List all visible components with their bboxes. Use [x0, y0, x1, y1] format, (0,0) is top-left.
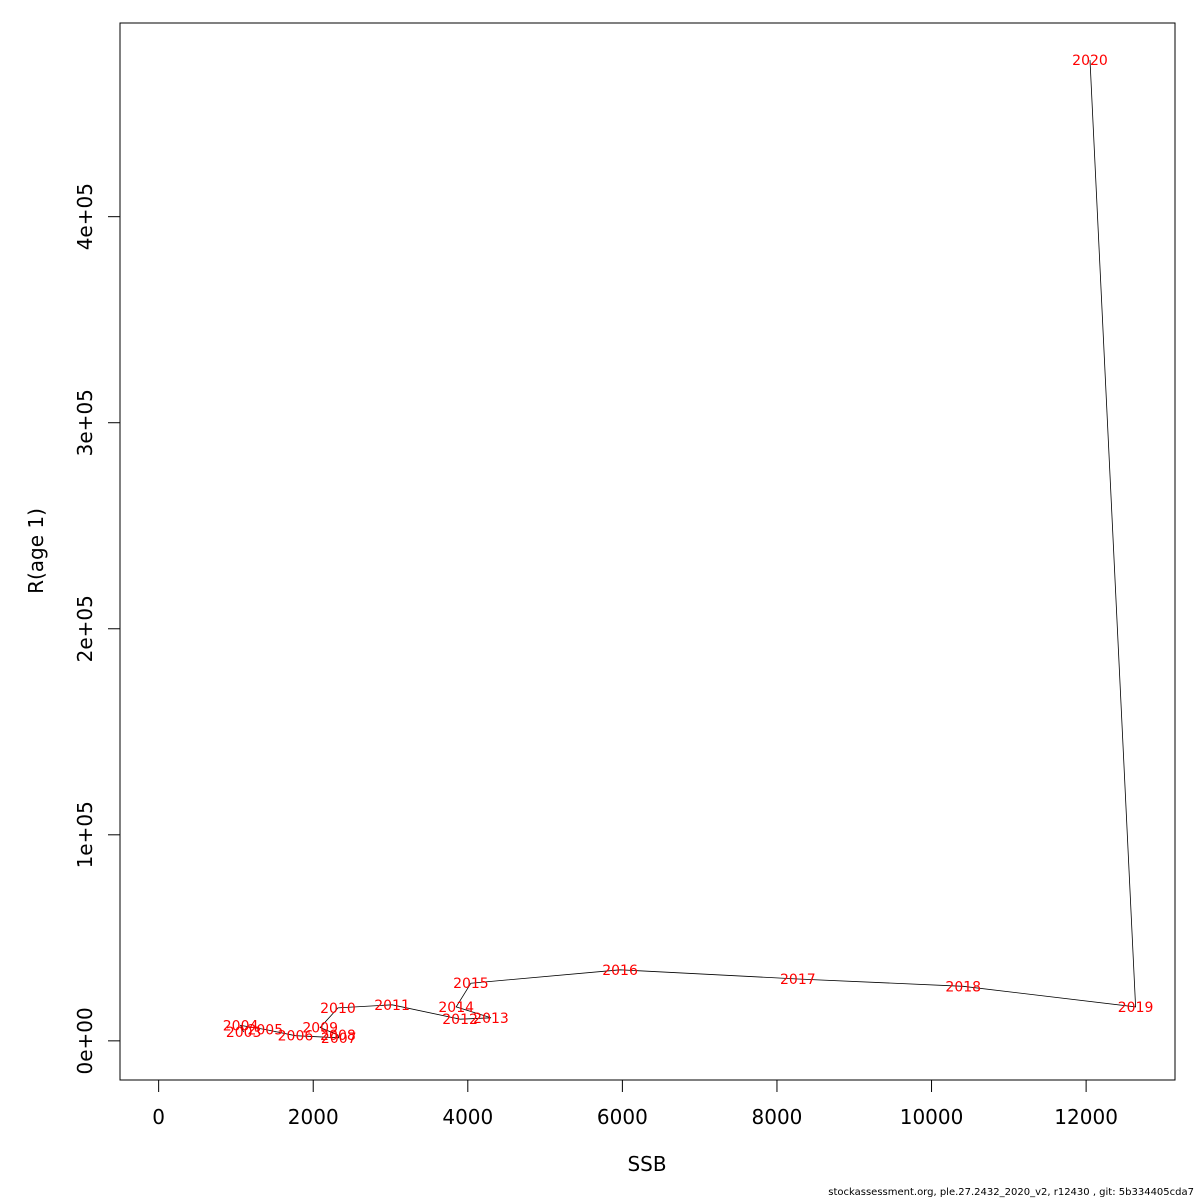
y-tick-label: 1e+05	[73, 801, 97, 868]
x-axis-label: SSB	[627, 1152, 666, 1176]
point-label-2007: 2007	[321, 1031, 357, 1047]
point-label-2019: 2019	[1118, 1000, 1154, 1016]
point-label-2005: 2005	[247, 1023, 283, 1039]
point-label-2004: 2004	[223, 1018, 259, 1034]
plot-frame	[119, 22, 1176, 1081]
footer-note: stockassessment.org, ple.27.2432_2020_v2…	[828, 1187, 1194, 1198]
x-tick-label: 10000	[900, 1105, 964, 1129]
x-tick-label: 12000	[1054, 1105, 1118, 1129]
x-tick-label: 2000	[288, 1105, 339, 1129]
y-tick-label: 3e+05	[73, 389, 97, 456]
series-line	[239, 60, 1137, 1039]
y-tick-label: 2e+05	[73, 595, 97, 662]
point-label-2011: 2011	[374, 998, 410, 1014]
x-tick-label: 4000	[442, 1105, 493, 1129]
point-label-2010: 2010	[320, 1001, 356, 1017]
y-tick-label: 4e+05	[73, 183, 97, 250]
point-label-2006: 2006	[278, 1029, 314, 1045]
point-label-2013: 2013	[473, 1011, 509, 1027]
point-label-2003: 2003	[226, 1025, 262, 1041]
y-tick-label: 0e+00	[73, 1007, 97, 1074]
x-tick-label: 0	[152, 1105, 165, 1129]
point-label-2014: 2014	[438, 1000, 474, 1016]
point-label-2008: 2008	[320, 1028, 356, 1044]
point-label-2020: 2020	[1072, 53, 1108, 69]
x-axis: 0 2000 4000 6000 8000 10000 12000	[152, 1079, 1118, 1129]
point-label-2016: 2016	[602, 963, 638, 979]
x-tick-label: 8000	[752, 1105, 803, 1129]
y-axis-label: R(age 1)	[24, 508, 48, 594]
point-label-2012: 2012	[442, 1012, 478, 1028]
point-label-2015: 2015	[453, 976, 489, 992]
point-label-2017: 2017	[780, 972, 816, 988]
y-axis: 0e+00 1e+05 2e+05 3e+05 4e+05	[73, 183, 121, 1074]
point-label-2009: 2009	[302, 1020, 338, 1036]
point-label-2018: 2018	[945, 979, 981, 995]
x-tick-label: 6000	[597, 1105, 648, 1129]
